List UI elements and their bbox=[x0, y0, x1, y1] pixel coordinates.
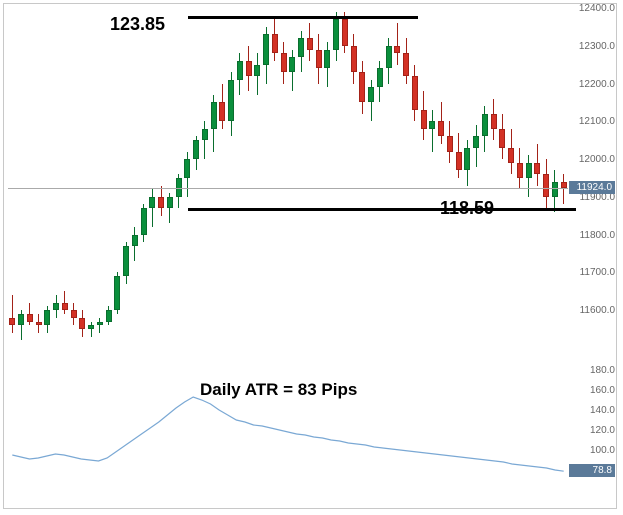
candle bbox=[219, 84, 225, 129]
candle bbox=[438, 102, 444, 144]
candle bbox=[53, 295, 59, 318]
candle bbox=[456, 133, 462, 178]
candle bbox=[359, 61, 365, 114]
candle bbox=[44, 306, 50, 332]
price-tick: 12200.0 bbox=[567, 79, 615, 90]
candle bbox=[27, 303, 33, 326]
price-tick: 11800.0 bbox=[567, 230, 615, 241]
atr-tick: 140.0 bbox=[567, 405, 615, 416]
current-price-line bbox=[8, 188, 568, 189]
candle bbox=[526, 155, 532, 197]
candle bbox=[447, 121, 453, 163]
candle bbox=[377, 61, 383, 103]
candle bbox=[211, 95, 217, 152]
candle bbox=[263, 27, 269, 84]
resistance-line bbox=[188, 16, 418, 19]
candle bbox=[167, 193, 173, 223]
candle bbox=[421, 91, 427, 140]
atr-tick: 160.0 bbox=[567, 385, 615, 396]
support-line bbox=[188, 208, 576, 211]
candle bbox=[534, 144, 540, 186]
atr-tick: 100.0 bbox=[567, 445, 615, 456]
candle bbox=[114, 272, 120, 314]
candle bbox=[491, 99, 497, 141]
candle bbox=[88, 322, 94, 337]
candle bbox=[193, 136, 199, 170]
candle bbox=[254, 53, 260, 95]
candle bbox=[552, 170, 558, 212]
candle bbox=[508, 129, 514, 174]
candle bbox=[289, 50, 295, 92]
candle bbox=[368, 80, 374, 122]
candle bbox=[176, 174, 182, 208]
candle bbox=[272, 19, 278, 61]
candle bbox=[123, 242, 129, 284]
candle bbox=[9, 295, 15, 333]
candle bbox=[298, 31, 304, 73]
candle bbox=[79, 310, 85, 336]
candle bbox=[141, 204, 147, 242]
candle bbox=[36, 314, 42, 333]
candle bbox=[482, 106, 488, 151]
candle bbox=[281, 42, 287, 84]
candle bbox=[132, 227, 138, 261]
candle bbox=[351, 34, 357, 83]
price-tick: 12300.0 bbox=[567, 41, 615, 52]
atr-current-badge: 78.8 bbox=[569, 464, 615, 477]
candle bbox=[333, 12, 339, 61]
resistance-label: 123.85 bbox=[110, 14, 165, 35]
candle bbox=[386, 38, 392, 83]
current-price-badge: 11924.0 bbox=[569, 181, 615, 194]
candle bbox=[429, 110, 435, 152]
atr-axis: 100.0120.0140.0160.0180.078.8 bbox=[567, 370, 615, 490]
price-axis: 11600.011700.011800.011900.012000.012100… bbox=[567, 8, 615, 348]
price-tick: 12400.0 bbox=[567, 3, 615, 14]
atr-indicator[interactable] bbox=[8, 370, 568, 490]
candle bbox=[316, 34, 322, 83]
atr-tick: 180.0 bbox=[567, 365, 615, 376]
price-tick: 11600.0 bbox=[567, 305, 615, 316]
atr-line-svg bbox=[8, 370, 568, 490]
candle bbox=[97, 318, 103, 333]
candle bbox=[561, 174, 567, 204]
candle bbox=[403, 38, 409, 83]
candle bbox=[237, 53, 243, 95]
candle bbox=[62, 291, 68, 314]
candle bbox=[246, 46, 252, 91]
atr-tick: 120.0 bbox=[567, 425, 615, 436]
candle bbox=[228, 72, 234, 136]
candle bbox=[499, 114, 505, 159]
candle bbox=[543, 159, 549, 208]
candle bbox=[106, 306, 112, 325]
candle bbox=[517, 148, 523, 190]
candle bbox=[464, 140, 470, 185]
candle bbox=[473, 125, 479, 167]
price-tick: 11700.0 bbox=[567, 267, 615, 278]
support-label: 118.59 bbox=[440, 198, 494, 219]
candle bbox=[158, 186, 164, 216]
candle bbox=[71, 303, 77, 326]
candle bbox=[307, 23, 313, 61]
candle bbox=[202, 121, 208, 159]
candle bbox=[149, 189, 155, 227]
candle bbox=[324, 42, 330, 87]
price-tick: 12100.0 bbox=[567, 116, 615, 127]
price-chart[interactable] bbox=[8, 8, 568, 348]
candle bbox=[394, 23, 400, 65]
candle bbox=[18, 310, 24, 340]
price-tick: 12000.0 bbox=[567, 154, 615, 165]
candle bbox=[184, 152, 190, 197]
candle bbox=[412, 65, 418, 122]
